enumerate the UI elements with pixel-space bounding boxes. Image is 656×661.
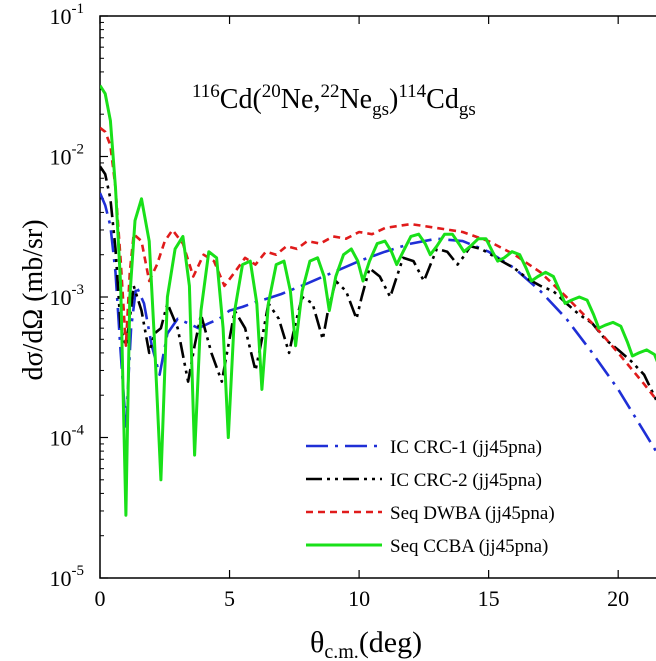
series-line-3 — [100, 126, 656, 402]
y-tick-label: 10-4 — [50, 423, 85, 451]
legend: IC CRC-1 (jj45pna) IC CRC-2 (jj45pna) Seq … — [306, 437, 555, 557]
axis-ticks: 0 5 10 15 20 10-5 10-4 10-3 10-2 10-1 — [50, 1, 630, 611]
series-line-4 — [100, 84, 656, 517]
y-axis-label: dσ/dΩ (mb/sr) — [18, 219, 49, 380]
x-tick-label: 20 — [607, 586, 629, 611]
x-axis-label: θc.m.(deg) — [310, 626, 422, 661]
x-tick-label: 10 — [348, 586, 370, 611]
x-tick-label: 15 — [478, 586, 500, 611]
series-layer — [100, 84, 656, 517]
legend-label-1: IC CRC-1 (jj45pna) — [390, 437, 542, 458]
series-line-1 — [100, 192, 656, 454]
chart-title: 116Cd(20Ne,22Negs)114Cdgs — [192, 81, 476, 120]
x-tick-label: 5 — [224, 586, 235, 611]
x-tick-label: 0 — [95, 586, 106, 611]
y-tick-label: 10-1 — [50, 1, 85, 29]
y-tick-label: 10-3 — [50, 282, 85, 310]
y-tick-label: 10-2 — [50, 142, 85, 170]
y-tick-label: 10-5 — [50, 563, 85, 591]
legend-label-4: Seq CCBA (jj45pna) — [390, 536, 548, 557]
series-line-2 — [100, 165, 656, 403]
legend-label-2: IC CRC-2 (jj45pna) — [390, 470, 542, 491]
legend-label-3: Seq DWBA (jj45pna) — [390, 503, 555, 524]
